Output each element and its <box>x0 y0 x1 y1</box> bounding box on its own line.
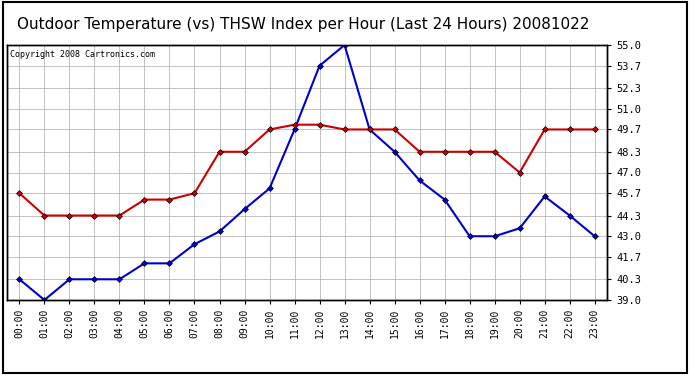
Text: Outdoor Temperature (vs) THSW Index per Hour (Last 24 Hours) 20081022: Outdoor Temperature (vs) THSW Index per … <box>17 17 590 32</box>
Text: Copyright 2008 Cartronics.com: Copyright 2008 Cartronics.com <box>10 50 155 59</box>
